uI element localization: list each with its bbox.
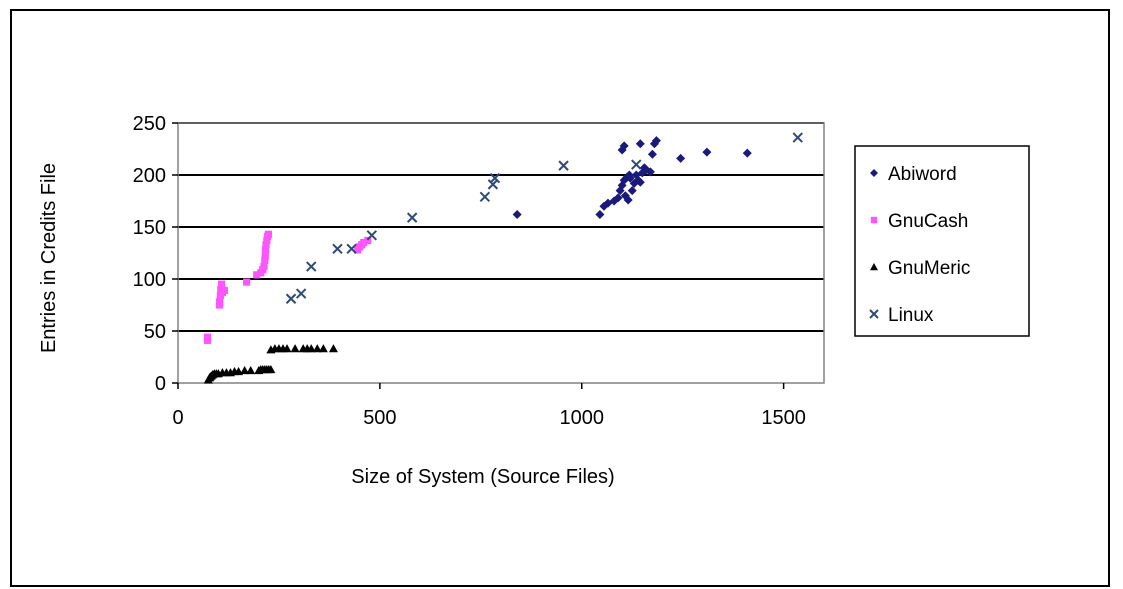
point-gnumeric-31 <box>312 344 322 353</box>
point-abiword-22 <box>645 167 655 177</box>
point-gnumeric-27 <box>290 344 300 353</box>
x-tick-label-0: 0 <box>172 407 183 429</box>
point-gnumeric-32 <box>318 344 328 353</box>
point-abiword-30 <box>702 147 712 157</box>
gridlines <box>178 122 824 332</box>
point-linux-6 <box>406 212 418 223</box>
point-gnucash-13 <box>260 262 268 271</box>
point-gnucash-6 <box>218 280 226 288</box>
series-abiword <box>512 136 752 220</box>
legend-label-linux: Linux <box>888 305 934 326</box>
point-gnucash-9 <box>243 278 251 286</box>
point-linux-1 <box>295 288 307 299</box>
legend-marker-abiword <box>870 169 878 177</box>
point-abiword-13 <box>625 173 635 183</box>
point-gnumeric-13 <box>240 366 250 375</box>
point-abiword-26 <box>635 139 645 149</box>
legend-label-abiword: Abiword <box>888 164 957 185</box>
legend-box <box>854 145 1030 337</box>
point-abiword-25 <box>619 141 629 151</box>
series-gnucash <box>203 230 372 344</box>
point-gnumeric-26 <box>282 344 292 353</box>
point-gnucash-8 <box>220 286 229 295</box>
x-tick-label-1500: 1500 <box>761 407 806 429</box>
point-gnumeric-14 <box>246 366 256 375</box>
point-gnumeric-21 <box>266 364 276 374</box>
legend-label-gnumeric: GnuMeric <box>888 258 970 279</box>
point-gnucash-1 <box>203 333 212 341</box>
x-axis-ticks: 0 500 1000 1500 <box>172 383 806 429</box>
point-linux-5 <box>366 230 378 241</box>
point-gnucash-15 <box>261 252 269 260</box>
x-tick-label-500: 500 <box>363 407 396 429</box>
point-gnucash-14 <box>261 256 269 264</box>
point-linux-4 <box>346 243 357 255</box>
point-abiword-14 <box>627 186 637 196</box>
point-linux-0 <box>285 293 297 304</box>
point-gnumeric-30 <box>306 344 316 353</box>
point-linux-12 <box>792 132 803 143</box>
point-linux-8 <box>487 179 499 190</box>
chart-frame <box>10 9 1110 587</box>
point-abiword-23 <box>647 149 657 159</box>
point-gnucash-17 <box>262 241 270 249</box>
x-tick-label-1000: 1000 <box>560 407 605 429</box>
y-tick-label-50: 50 <box>144 321 166 343</box>
point-gnucash-25 <box>364 236 372 245</box>
y-tick-label-150: 150 <box>133 217 166 239</box>
legend-marker-linux <box>869 309 879 319</box>
plot-area <box>177 122 825 384</box>
series-gnumeric <box>203 344 338 384</box>
point-abiword-1 <box>595 210 605 220</box>
legend-marker-gnumeric <box>870 263 878 271</box>
point-abiword-28 <box>651 136 661 146</box>
point-gnumeric-33 <box>328 344 338 353</box>
point-gnucash-18 <box>263 236 271 245</box>
series-linux <box>285 132 803 304</box>
y-tick-label-200: 200 <box>133 165 166 187</box>
point-linux-11 <box>631 159 642 170</box>
point-linux-7 <box>479 191 491 203</box>
point-gnucash-10 <box>253 271 261 279</box>
point-abiword-11 <box>623 195 633 205</box>
legend: Abiword GnuCash GnuMeric Linux <box>854 145 1030 337</box>
point-gnucash-24 <box>360 239 368 247</box>
y-tick-label-0: 0 <box>155 373 166 395</box>
point-linux-3 <box>332 243 343 255</box>
y-axis-title: Entries in Credits File <box>38 163 60 353</box>
point-abiword-29 <box>676 153 686 163</box>
y-axis-ticks: 0 50 100 150 200 250 <box>133 113 178 395</box>
point-abiword-31 <box>742 148 752 158</box>
data-points <box>203 132 803 384</box>
legend-label-gnucash: GnuCash <box>888 211 968 232</box>
point-abiword-5 <box>613 193 623 203</box>
point-abiword-0 <box>512 210 522 220</box>
point-linux-2 <box>306 261 317 272</box>
x-axis-title: Size of System (Source Files) <box>351 466 614 488</box>
y-tick-label-250: 250 <box>133 113 166 135</box>
y-tick-label-100: 100 <box>133 269 166 291</box>
point-gnucash-3 <box>215 298 224 306</box>
point-abiword-18 <box>635 177 645 187</box>
legend-marker-gnucash <box>870 216 878 224</box>
point-linux-9 <box>489 172 501 184</box>
point-linux-10 <box>558 160 569 171</box>
point-gnucash-20 <box>264 230 273 238</box>
point-gnucash-16 <box>262 246 270 254</box>
